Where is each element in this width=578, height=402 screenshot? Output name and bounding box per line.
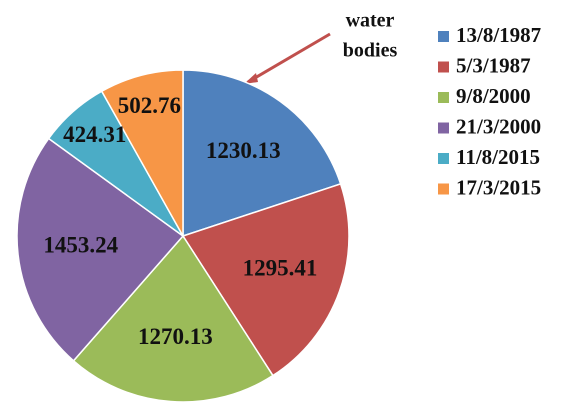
legend-swatch	[438, 153, 449, 164]
pie-slice	[100, 69, 184, 239]
legend-swatch	[438, 61, 449, 73]
annotation-arrowhead	[244, 73, 258, 84]
legend-label: 17/3/2015	[456, 175, 541, 199]
data-label: 1453.24	[43, 233, 118, 258]
data-label: 502.76	[118, 93, 181, 118]
legend-label: 5/3/1987	[456, 53, 531, 77]
legend-label: 9/8/2000	[456, 84, 531, 108]
legend-swatch	[438, 122, 449, 134]
annotation: bodies	[343, 40, 398, 62]
data-label: 1295.41	[243, 256, 318, 281]
data-label: 1230.13	[206, 138, 281, 163]
legend-label: 11/8/2015	[456, 145, 540, 169]
legend-swatch	[438, 183, 449, 195]
legend-swatch	[438, 92, 449, 103]
pie-slice	[16, 137, 185, 362]
legend-label: 13/8/1987	[456, 23, 541, 47]
legend-swatch	[438, 31, 449, 42]
pie-slice	[181, 182, 350, 377]
annotation: water	[346, 10, 395, 32]
data-label: 1270.13	[138, 324, 213, 349]
legend-label: 21/3/2000	[456, 114, 541, 138]
data-label: 424.31	[63, 122, 126, 147]
pie-slice	[182, 69, 342, 238]
annotation-arrow	[247, 32, 331, 84]
